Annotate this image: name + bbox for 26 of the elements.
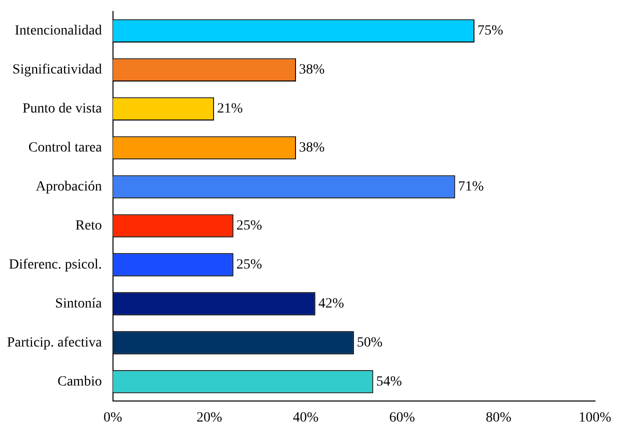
data-label: 54% bbox=[376, 374, 402, 390]
y-tick-label: Reto bbox=[75, 218, 102, 234]
x-tick-label: 0% bbox=[104, 410, 123, 426]
y-tick-label: Aprobación bbox=[36, 179, 102, 194]
data-label: 25% bbox=[236, 218, 262, 234]
data-label: 25% bbox=[236, 257, 262, 272]
y-tick-label: Sintonía bbox=[55, 296, 103, 312]
y-tick-label: Particip. afectiva bbox=[7, 335, 103, 350]
data-label: 75% bbox=[477, 24, 504, 39]
y-tick-label: Punto de vista bbox=[22, 102, 103, 117]
data-label: 21% bbox=[217, 102, 244, 117]
y-tick-label: Diferenc. psicol. bbox=[8, 257, 102, 272]
x-tick-label: 60% bbox=[389, 410, 416, 426]
data-label: 38% bbox=[299, 140, 326, 156]
y-tick-label: Cambio bbox=[58, 374, 102, 390]
y-tick-label: Significatividad bbox=[12, 62, 102, 78]
data-label: 50% bbox=[356, 335, 383, 350]
x-tick-label: 100% bbox=[578, 410, 612, 426]
x-tick-label: 20% bbox=[196, 410, 222, 426]
x-tick-label: 80% bbox=[486, 410, 512, 426]
data-label: 42% bbox=[318, 296, 344, 312]
y-tick-label: Control tarea bbox=[28, 140, 103, 156]
y-tick-label: Intencionalidad bbox=[14, 24, 102, 39]
x-tick-label: 40% bbox=[292, 410, 319, 426]
data-label: 38% bbox=[299, 62, 326, 78]
data-label: 71% bbox=[458, 179, 484, 194]
